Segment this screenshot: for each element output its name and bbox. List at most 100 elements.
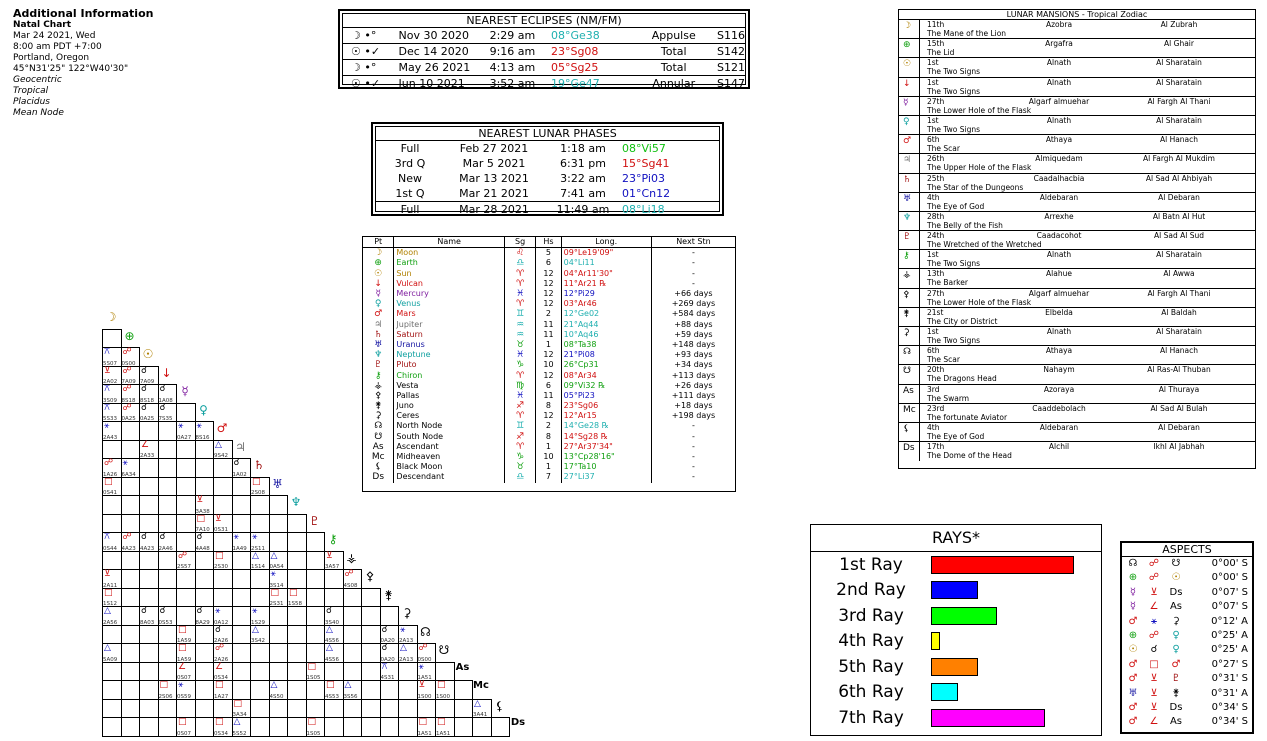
grid-cell	[213, 476, 233, 496]
eclipse-type: Total	[660, 45, 687, 58]
mansion-desc: The Scar	[927, 355, 960, 365]
grid-aspect-orb: 5S07	[103, 360, 117, 367]
mansion-number: 27th	[927, 288, 945, 298]
aspect-planet-a-icon: ♅	[1128, 687, 1138, 699]
planet-sign-icon: ♓	[503, 350, 536, 361]
grid-cell	[287, 532, 307, 552]
mansion-divider	[919, 269, 920, 288]
mansion-planet-icon: ♂	[903, 136, 912, 147]
grid-cell	[120, 661, 140, 681]
grid-cell	[398, 717, 418, 737]
mansion-name: Azoraya	[1043, 384, 1075, 394]
grid-cell	[102, 328, 122, 348]
grid-aspect: ⊻ 1S00	[417, 680, 437, 700]
planet-row: ♇ Pluto ♑ 10 26°Cp31 +34 days	[363, 360, 735, 371]
rays-panel: RAYS* 1st Ray 2nd Ray 3rd Ray 4th Ray 5th Ra…	[810, 524, 1102, 736]
grid-aspect-icon: □	[326, 680, 335, 690]
planet-house: 1	[535, 339, 562, 351]
planet-sign-icon: ♓	[503, 288, 536, 300]
eclipse-type: Appulse	[651, 29, 696, 42]
grid-aspect-icon: ☌	[196, 606, 203, 616]
grid-aspect: ☌ 7S35	[158, 402, 178, 422]
aspect-type-icon: ☌	[1150, 644, 1158, 656]
grid-cell	[176, 439, 196, 459]
eclipse-row: ☽ •° Nov 30 2020 2:29 am 08°Ge38 Appulse S116	[343, 28, 745, 44]
grid-cell	[250, 569, 270, 589]
grid-aspect-orb: 0S00	[417, 656, 432, 663]
grid-cell	[250, 643, 270, 663]
info-setting: Tropical	[13, 86, 49, 96]
grid-aspect-orb: 0S53	[158, 619, 173, 626]
grid-aspect-icon: △	[215, 439, 222, 450]
grid-cell	[268, 643, 288, 663]
phase-time: 1:18 am	[560, 142, 606, 155]
grid-aspect-orb: 2A56	[103, 619, 118, 626]
grid-cell	[176, 606, 196, 626]
grid-cell	[139, 587, 159, 607]
mansion-row: ♂ 6th Athaya Al Hanach The Scar	[899, 135, 1255, 155]
planet-next-station: -	[650, 258, 735, 269]
ray-row: 5th Ray	[811, 654, 1101, 680]
mansion-desc: The Two Signs	[927, 259, 981, 269]
grid-planet-icon: ⊕	[124, 328, 135, 343]
mansion-divider	[919, 77, 920, 96]
grid-cell	[231, 680, 251, 700]
grid-aspect-orb: 0A27	[177, 434, 192, 441]
eclipse-date: Jun 10 2021	[398, 77, 465, 90]
grid-cell	[324, 661, 344, 681]
grid-aspect-orb: 3S14	[269, 582, 284, 589]
planet-house: 6	[535, 258, 562, 269]
planet-longitude: 12°Pi29	[560, 288, 652, 300]
grid-cell	[102, 513, 122, 533]
grid-cell	[287, 643, 307, 663]
planet-row: Mc Midheaven ♑ 10 13°Cp28'16" -	[363, 451, 735, 463]
grid-aspect-icon: ☌	[381, 624, 388, 635]
ray-bar	[931, 606, 997, 625]
grid-cell	[139, 698, 159, 718]
grid-cell	[213, 698, 233, 718]
grid-aspect: ☌ 0S53	[158, 606, 178, 626]
mansion-arabic: Al Fargh Al Thani	[1147, 288, 1211, 298]
grid-cell	[139, 680, 159, 700]
phase-position: 08°Li18	[622, 203, 665, 216]
mansion-arabic: Al Fargh Al Mukdim	[1143, 154, 1215, 164]
mansion-planet-icon: ♄	[903, 174, 912, 185]
grid-planet-icon: ☋	[438, 643, 450, 657]
grid-aspect-icon: ☍	[122, 402, 132, 413]
grid-aspect-icon: ☌	[159, 402, 166, 413]
grid-aspect: ⚹ 0A27	[176, 421, 196, 441]
planet-row: ⚸ Black Moon ♉ 1 17°Ta10-	[363, 462, 735, 473]
grid-cell	[287, 550, 307, 570]
aspect-type-icon: ☍	[1148, 572, 1160, 584]
planet-house: 12	[535, 268, 562, 279]
grid-aspect-orb: 8A03	[140, 619, 155, 626]
mansion-number: 11th	[927, 20, 945, 29]
mansion-number: 17th	[927, 442, 945, 452]
grid-aspect-icon: △	[344, 680, 352, 690]
planet-house: 10	[535, 360, 562, 371]
grid-aspect-orb: 0S07	[177, 730, 191, 737]
grid-aspect: □ 1S58	[287, 588, 307, 607]
info-time: 8:00 am PDT +7:00	[13, 42, 102, 52]
planet-longitude: 21°Pi08	[560, 350, 652, 361]
mansion-planet-icon: ⊕	[903, 40, 911, 51]
grid-aspect: ⚻ 5S33	[102, 403, 122, 422]
planet-house: 8	[535, 431, 562, 442]
grid-aspect-orb: 3A34	[232, 712, 247, 718]
planet-next-station: +88 days	[650, 319, 735, 330]
grid-aspect: ⚻ 3S09	[102, 384, 122, 404]
mansion-row: ☿ 27th Algarf almuehar Al Fargh Al Thani The…	[899, 96, 1255, 116]
info-date: Mar 24 2021, Wed	[13, 31, 96, 41]
grid-cell	[379, 680, 399, 700]
aspect-planet-b-icon: Ds	[1169, 586, 1183, 598]
planet-name: Pluto	[393, 360, 505, 371]
planet-glyph-icon: ☋	[374, 431, 383, 442]
planet-next-station: -	[650, 268, 735, 279]
grid-cell	[250, 661, 270, 681]
mansion-planet-icon: ⚵	[903, 308, 910, 319]
grid-aspect-orb: 0A12	[214, 619, 229, 626]
grid-aspect-orb: 1A08	[158, 397, 173, 404]
grid-aspect: ⊻ 3A38	[195, 495, 215, 515]
mansion-divider	[919, 384, 920, 403]
mansion-row: Mc 23rd Caaddebolach Al Sad Al Bulah The for…	[899, 403, 1255, 423]
